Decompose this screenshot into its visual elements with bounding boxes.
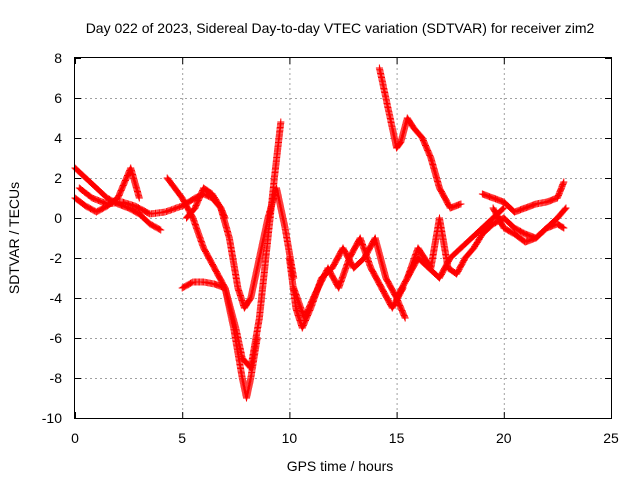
y-tick-label: 4: [54, 130, 62, 146]
grid-lines: [75, 58, 611, 418]
data-point-markers: [290, 234, 407, 322]
data-point-markers: [478, 178, 568, 216]
y-axis-label: SDTVAR / TECUs: [6, 182, 22, 294]
x-tick-label: 25: [603, 430, 619, 446]
data-series-track-l: [478, 178, 568, 216]
data-point-markers: [403, 214, 508, 282]
data-point-markers: [500, 214, 568, 242]
data-series-track-j: [393, 204, 508, 302]
y-tick-label: 8: [54, 50, 62, 66]
x-tick-label: 15: [389, 430, 405, 446]
x-tick-label: 20: [496, 430, 512, 446]
data-series-track-n: [500, 214, 568, 242]
chart-title: Day 022 of 2023, Sidereal Day-to-day VTE…: [86, 20, 595, 36]
data-point-markers: [393, 204, 508, 302]
x-tick-label: 5: [178, 430, 186, 446]
y-tick-label: -4: [50, 290, 63, 306]
data-points: [71, 64, 570, 402]
x-axis-label: GPS time / hours: [287, 458, 394, 474]
y-tick-label: 2: [54, 170, 62, 186]
x-tick-label: 0: [71, 430, 79, 446]
axis-ticks: 0 5 10 15 20 25 -10 -8 -6 -4 -2 0 2 4 6 8: [42, 50, 619, 446]
y-tick-label: 0: [54, 210, 62, 226]
y-tick-label: -2: [50, 250, 63, 266]
plot-frame: [74, 57, 612, 419]
data-series-track-k: [403, 214, 508, 282]
y-tick-label: 6: [54, 90, 62, 106]
y-tick-label: -10: [42, 410, 62, 426]
data-point-markers: [183, 184, 298, 312]
data-point-markers: [375, 64, 465, 212]
y-tick-label: -8: [50, 370, 63, 386]
data-series-track-f: [183, 184, 298, 312]
data-series-track-i: [375, 64, 465, 212]
y-tick-label: -6: [50, 330, 63, 346]
x-tick-label: 10: [282, 430, 298, 446]
data-series-track-h: [290, 234, 407, 322]
